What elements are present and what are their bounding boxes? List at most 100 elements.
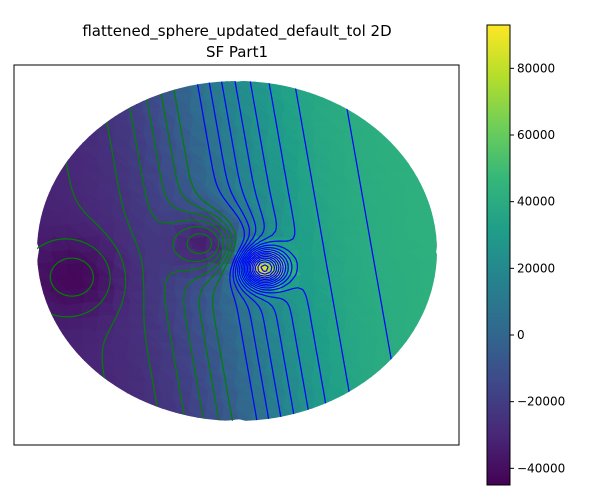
mesh-cell: [387, 381, 407, 398]
mesh-cell: [67, 353, 86, 370]
contour-line: [170, 81, 237, 421]
mesh-cell: [96, 406, 116, 421]
mesh-cell: [37, 328, 54, 345]
mesh-cell: [420, 130, 437, 147]
mesh-cell: [404, 144, 424, 161]
mesh-cell: [405, 104, 425, 121]
mesh-cell: [404, 94, 421, 109]
mesh-cell: [418, 409, 435, 421]
colorbar-tick-label: 40000: [517, 195, 555, 209]
mesh-cell: [390, 353, 410, 370]
mesh-cell: [345, 92, 362, 108]
mesh-cell: [387, 121, 405, 136]
mesh-cell: [65, 133, 83, 148]
mesh-cell: [418, 81, 437, 97]
mesh-cell: [128, 81, 148, 95]
mesh-cell: [49, 407, 69, 421]
mesh-cell: [390, 91, 410, 108]
mesh-cell: [51, 405, 71, 421]
mesh-cell: [50, 120, 67, 135]
mesh-cell: [357, 81, 377, 97]
mesh-cell: [357, 407, 377, 421]
mesh-cell: [389, 131, 409, 148]
contour-line: [97, 81, 220, 421]
mesh-cell: [37, 105, 54, 122]
mesh-cell: [49, 93, 69, 110]
mesh-cell: [420, 327, 437, 344]
mesh-cell: [403, 132, 422, 149]
mesh-cell: [81, 393, 101, 410]
mesh-cell: [313, 91, 333, 108]
mesh-cell: [114, 92, 132, 108]
mesh-cell: [407, 341, 424, 356]
mesh-cell: [423, 314, 437, 329]
mesh-cell: [128, 405, 148, 421]
mesh-cell: [113, 392, 133, 409]
mesh-cell: [390, 104, 409, 121]
mesh-cell: [372, 368, 392, 385]
mesh-cell: [358, 380, 378, 397]
mesh-cell: [144, 405, 164, 421]
contour-line: [242, 81, 357, 421]
mesh-cell: [341, 409, 358, 421]
mesh-cell: [67, 91, 86, 108]
mesh-cell: [390, 366, 409, 383]
mesh-cell: [356, 93, 376, 110]
mesh-cell: [37, 409, 51, 421]
mesh-cell: [111, 394, 131, 411]
mesh-cell: [327, 81, 347, 96]
mesh-cell: [373, 394, 390, 410]
mesh-cell: [53, 105, 70, 121]
mesh-cell: [37, 147, 51, 162]
mesh-cell: [420, 392, 437, 409]
mesh-cell: [37, 354, 55, 371]
mesh-cell: [358, 105, 378, 122]
mesh-cell: [419, 303, 436, 318]
chart-title-line2: SF Part1: [206, 43, 268, 61]
mesh-cell: [99, 81, 116, 95]
mesh-cell: [404, 340, 424, 357]
mesh-cell: [110, 81, 130, 97]
mesh-cell: [64, 369, 81, 385]
mesh-cell: [341, 407, 361, 421]
mesh-cell: [361, 105, 378, 121]
mesh-cell: [341, 81, 361, 97]
mesh-cell: [68, 380, 86, 395]
mesh-cell: [312, 406, 331, 421]
mesh-cell: [82, 366, 102, 383]
mesh-cell: [418, 407, 437, 421]
colorbar-tick-label: 20000: [517, 261, 555, 275]
contour-line: [232, 81, 298, 421]
contour-line: [37, 238, 111, 318]
mesh-cell: [49, 356, 66, 372]
mesh-cell: [81, 407, 98, 421]
contour-line: [219, 81, 284, 421]
mesh-cell: [375, 81, 394, 95]
mesh-cell: [403, 134, 420, 149]
contour-line: [123, 81, 225, 421]
contour-line: [206, 81, 272, 421]
colorbar-tick-label: 0: [517, 328, 525, 342]
mesh-cell: [99, 406, 116, 421]
mesh-cell: [66, 380, 86, 397]
mesh-cell: [403, 395, 420, 411]
mesh-cell: [84, 393, 101, 408]
mesh-cell: [37, 171, 54, 188]
mesh-cell: [65, 131, 85, 148]
colorbar-ticks: −40000 −20000 0 20000 40000 60000 80000: [510, 61, 565, 475]
contour-line: [240, 81, 331, 421]
mesh-cell: [112, 92, 132, 109]
mesh-cell: [343, 392, 363, 409]
mesh-cell: [51, 81, 71, 95]
mesh-cell: [221, 405, 241, 421]
contour-line: [141, 81, 229, 421]
mesh-cell: [418, 132, 437, 149]
contour-line: [194, 81, 260, 421]
plot-frame: [13, 64, 460, 446]
mesh-cell: [85, 91, 102, 107]
mesh-cell: [358, 381, 375, 397]
mesh-cell: [418, 82, 435, 97]
mesh-cell: [407, 406, 424, 421]
contour-lines: [37, 81, 405, 421]
